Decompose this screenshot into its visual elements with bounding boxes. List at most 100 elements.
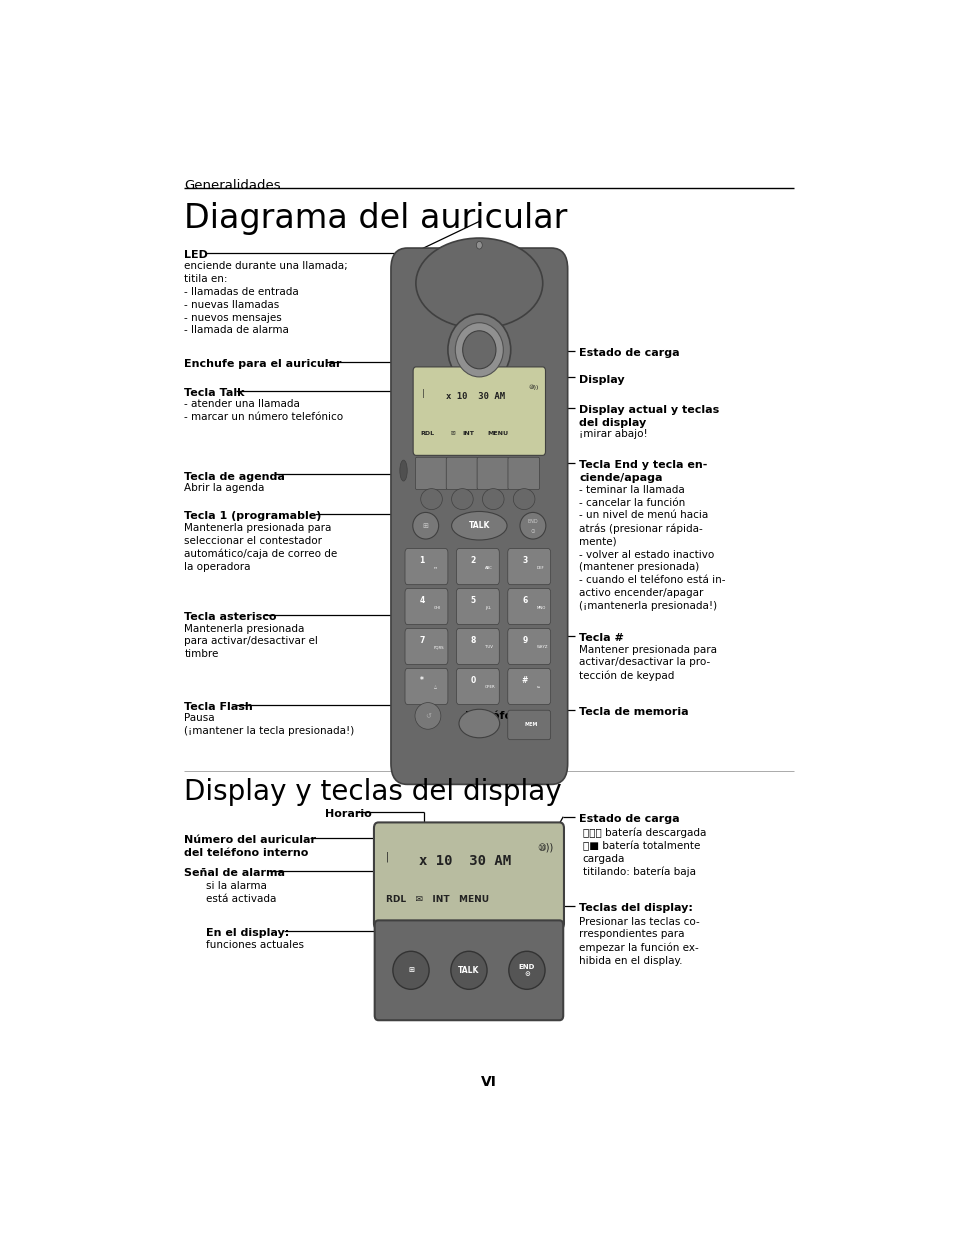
Text: VI: VI — [480, 1076, 497, 1089]
FancyBboxPatch shape — [507, 710, 550, 740]
Text: |: | — [385, 851, 389, 862]
FancyBboxPatch shape — [507, 589, 550, 625]
Text: ↺: ↺ — [424, 713, 431, 719]
Ellipse shape — [399, 461, 407, 482]
Text: Diagrama del auricular: Diagrama del auricular — [184, 203, 567, 236]
Text: x 10  30 AM: x 10 30 AM — [446, 391, 505, 401]
Text: PQRS: PQRS — [434, 646, 444, 650]
Text: #: # — [521, 677, 527, 685]
FancyBboxPatch shape — [405, 548, 447, 584]
Text: 7: 7 — [419, 636, 424, 646]
Text: - atender una llamada
- marcar un número telefónico: - atender una llamada - marcar un número… — [184, 399, 343, 422]
Text: 2: 2 — [470, 557, 476, 566]
Ellipse shape — [413, 513, 438, 538]
Text: 4: 4 — [419, 597, 424, 605]
FancyBboxPatch shape — [405, 668, 447, 704]
Text: x 10  30 AM: x 10 30 AM — [418, 855, 511, 868]
Ellipse shape — [482, 489, 503, 510]
Text: GHI: GHI — [434, 605, 440, 610]
Text: |: | — [421, 389, 424, 398]
Text: TALK: TALK — [468, 521, 490, 530]
Text: Tecla asterisco: Tecla asterisco — [184, 613, 276, 622]
Ellipse shape — [416, 238, 542, 329]
FancyBboxPatch shape — [456, 629, 498, 664]
Text: Número del auricular
del teléfono interno: Número del auricular del teléfono intern… — [184, 835, 316, 857]
Text: Display actual y teclas
del display: Display actual y teclas del display — [578, 405, 719, 427]
Text: ⊞: ⊞ — [408, 967, 414, 973]
Text: Display y teclas del display: Display y teclas del display — [184, 778, 561, 805]
Text: ⑩)): ⑩)) — [537, 842, 553, 852]
Text: △: △ — [434, 685, 436, 689]
Text: Mantener presionada para
activar/desactivar la pro-
tección de keypad: Mantener presionada para activar/desacti… — [578, 645, 717, 680]
FancyBboxPatch shape — [476, 457, 508, 489]
Text: Tecla Flash: Tecla Flash — [184, 701, 253, 711]
Text: 1: 1 — [419, 557, 424, 566]
Text: Mantenerla presionada
para activar/desactivar el
timbre: Mantenerla presionada para activar/desac… — [184, 624, 318, 659]
FancyBboxPatch shape — [413, 367, 545, 456]
Ellipse shape — [508, 951, 544, 989]
FancyBboxPatch shape — [456, 589, 498, 625]
Text: 8: 8 — [470, 636, 476, 646]
FancyBboxPatch shape — [446, 457, 477, 489]
Text: funciones actuales: funciones actuales — [206, 940, 304, 951]
Text: ABC: ABC — [485, 566, 493, 569]
Text: 0: 0 — [470, 677, 476, 685]
FancyBboxPatch shape — [507, 548, 550, 584]
Text: Pausa
(¡mantener la tecla presionada!): Pausa (¡mantener la tecla presionada!) — [184, 713, 355, 736]
Text: Teclas del display:: Teclas del display: — [578, 903, 692, 913]
Text: 5: 5 — [471, 597, 476, 605]
Text: Estado de carga: Estado de carga — [578, 814, 679, 824]
Text: Mantenerla presionada para
seleccionar el contestador
automático/caja de correo : Mantenerla presionada para seleccionar e… — [184, 522, 337, 572]
Text: ✉: ✉ — [451, 431, 455, 436]
Text: Micrófono: Micrófono — [465, 711, 527, 721]
Text: JKL: JKL — [485, 605, 491, 610]
FancyBboxPatch shape — [374, 823, 563, 929]
Text: Tecla #: Tecla # — [578, 634, 623, 643]
Ellipse shape — [420, 489, 442, 510]
Text: ⇐: ⇐ — [536, 685, 539, 689]
Text: Enchufe para el auricular: Enchufe para el auricular — [184, 359, 341, 369]
Text: *: * — [419, 677, 423, 685]
FancyBboxPatch shape — [405, 629, 447, 664]
Text: WXYZ: WXYZ — [536, 646, 548, 650]
Text: OPER: OPER — [485, 685, 496, 689]
Text: - teminar la llamada
- cancelar la función
- un nivel de menú hacia
atrás (presi: - teminar la llamada - cancelar la funci… — [578, 485, 725, 611]
Text: RDL: RDL — [420, 431, 435, 436]
Text: 3: 3 — [521, 557, 527, 566]
Text: Generalidades: Generalidades — [184, 179, 280, 191]
Text: MEM: MEM — [523, 722, 537, 727]
Text: END
⊙: END ⊙ — [518, 963, 535, 977]
Text: ⓝⓝⓝ batería descargada
ⓝ■ batería totalmente
cargada
titilando: batería baja: ⓝⓝⓝ batería descargada ⓝ■ batería totalm… — [582, 827, 705, 877]
Text: MENU: MENU — [487, 431, 508, 436]
Text: ⊙: ⊙ — [530, 529, 535, 534]
Text: Presionar las teclas co-
rrespondientes para
empezar la función ex-
hibida en el: Presionar las teclas co- rrespondientes … — [578, 916, 700, 966]
Text: Abrir la agenda: Abrir la agenda — [184, 483, 264, 493]
Text: Tecla de memoria: Tecla de memoria — [578, 708, 688, 718]
Ellipse shape — [393, 951, 429, 989]
Text: ↤: ↤ — [434, 566, 436, 569]
Text: END: END — [527, 520, 537, 525]
Text: Tecla de agenda: Tecla de agenda — [184, 472, 285, 482]
Ellipse shape — [447, 314, 510, 385]
Ellipse shape — [451, 951, 487, 989]
Text: LED: LED — [184, 249, 208, 259]
FancyBboxPatch shape — [415, 457, 447, 489]
Text: Tecla Talk: Tecla Talk — [184, 388, 245, 398]
Text: si la alarma
está activada: si la alarma está activada — [206, 882, 276, 904]
FancyBboxPatch shape — [456, 668, 498, 704]
Text: Estado de carga: Estado de carga — [578, 348, 679, 358]
Text: ¡mirar abajo!: ¡mirar abajo! — [578, 429, 647, 438]
Ellipse shape — [519, 513, 545, 538]
FancyBboxPatch shape — [507, 629, 550, 664]
Text: 6: 6 — [521, 597, 527, 605]
Text: INT: INT — [461, 431, 474, 436]
Ellipse shape — [451, 511, 506, 540]
Text: TALK: TALK — [457, 966, 479, 974]
FancyBboxPatch shape — [507, 668, 550, 704]
Ellipse shape — [415, 703, 440, 729]
Ellipse shape — [462, 331, 496, 369]
Ellipse shape — [458, 709, 499, 737]
Text: Display: Display — [578, 374, 624, 384]
Text: RDL   ✉   INT   MENU: RDL ✉ INT MENU — [385, 895, 488, 904]
Text: TUV: TUV — [485, 646, 493, 650]
